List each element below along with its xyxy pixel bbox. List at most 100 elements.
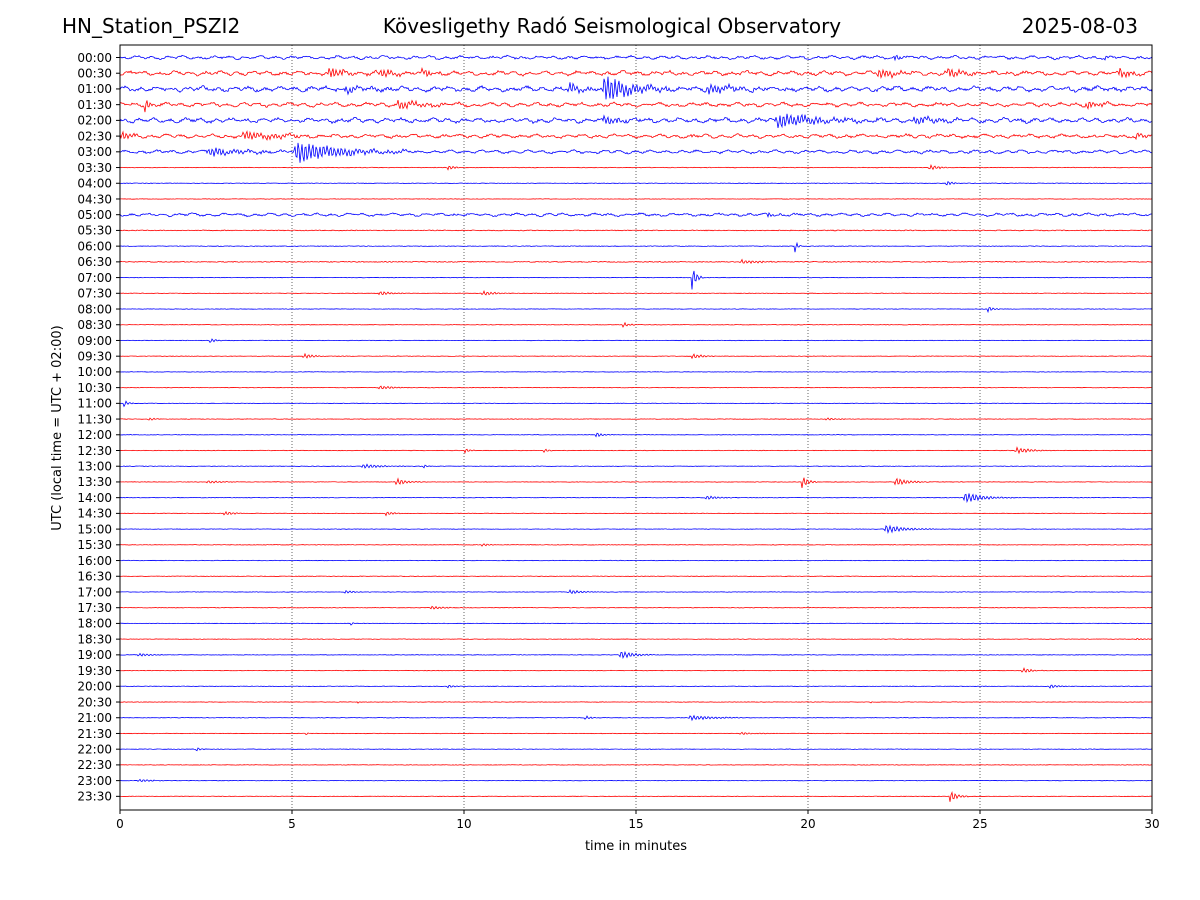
y-tick-label: 05:30 — [77, 224, 112, 238]
station-name: HN_Station_PSZI2 — [62, 14, 241, 38]
y-tick-label: 06:30 — [77, 255, 112, 269]
record-date: 2025-08-03 — [1021, 14, 1138, 38]
observatory-title: Kövesligethy Radó Seismological Observat… — [382, 14, 842, 38]
y-tick-label: 15:00 — [77, 522, 112, 536]
trace-2130 — [119, 731, 1153, 736]
trace-0630 — [119, 258, 1153, 265]
trace-1730 — [119, 605, 1153, 610]
trace-1830 — [119, 638, 1153, 641]
y-tick-label: 11:00 — [77, 397, 112, 411]
y-tick-label: 21:30 — [77, 727, 112, 741]
y-tick-label: 10:00 — [77, 365, 112, 379]
trace-1900 — [119, 650, 1153, 660]
y-tick-label: 03:30 — [77, 161, 112, 175]
x-tick-label: 0 — [116, 817, 124, 831]
trace-1500 — [119, 524, 1153, 535]
y-tick-label: 04:00 — [77, 177, 112, 191]
trace-1130 — [119, 417, 1153, 421]
y-tick-label: 05:00 — [77, 208, 112, 222]
y-tick-label: 09:00 — [77, 334, 112, 348]
y-tick-label: 06:00 — [77, 239, 112, 253]
trace-2100 — [119, 714, 1153, 722]
y-tick-label: 08:00 — [77, 302, 112, 316]
y-tick-label: 22:00 — [77, 742, 112, 756]
y-tick-label: 13:00 — [77, 460, 112, 474]
trace-2200 — [119, 747, 1153, 752]
trace-2030 — [119, 701, 1153, 704]
trace-0230 — [119, 130, 1153, 141]
trace-0500 — [119, 211, 1153, 218]
y-tick-label: 01:00 — [77, 82, 112, 96]
trace-0730 — [119, 289, 1153, 296]
y-tick-label: 17:00 — [77, 585, 112, 599]
trace-0000 — [119, 54, 1153, 62]
y-tick-label: 18:30 — [77, 632, 112, 646]
trace-0600 — [119, 241, 1153, 253]
trace-1400 — [119, 493, 1153, 504]
y-tick-label: 12:00 — [77, 428, 112, 442]
y-tick-label: 13:30 — [77, 475, 112, 489]
trace-1700 — [119, 589, 1153, 595]
y-tick-label: 12:30 — [77, 444, 112, 458]
y-tick-label: 14:30 — [77, 507, 112, 521]
x-axis-ticks: 0 5 10 15 20 25 30 — [116, 810, 1160, 831]
y-tick-label: 00:30 — [77, 67, 112, 81]
grid-lines — [291, 45, 981, 810]
y-tick-label: 01:30 — [77, 98, 112, 112]
trace-1530 — [119, 543, 1153, 547]
x-tick-label: 15 — [628, 817, 643, 831]
trace-0030 — [119, 67, 1153, 79]
y-tick-label: 19:00 — [77, 648, 112, 662]
trace-0200 — [119, 113, 1153, 129]
y-tick-label: 09:30 — [77, 349, 112, 363]
y-tick-label: 03:00 — [77, 145, 112, 159]
y-tick-label: 19:30 — [77, 664, 112, 678]
trace-1800 — [119, 622, 1153, 626]
trace-1330 — [119, 477, 1153, 488]
trace-0900 — [119, 338, 1153, 343]
y-tick-label: 02:00 — [77, 114, 112, 128]
trace-0400 — [119, 180, 1153, 186]
y-tick-label: 07:00 — [77, 271, 112, 285]
trace-2000 — [119, 684, 1153, 689]
trace-0700 — [119, 270, 1153, 290]
x-tick-label: 30 — [1144, 817, 1159, 831]
trace-1100 — [119, 400, 1153, 408]
y-tick-label: 20:30 — [77, 695, 112, 709]
y-tick-label: 23:00 — [77, 774, 112, 788]
y-tick-label: 22:30 — [77, 758, 112, 772]
y-tick-label: 11:30 — [77, 412, 112, 426]
y-tick-label: 02:30 — [77, 129, 112, 143]
y-axis-label: UTC (local time = UTC + 02:00) — [50, 325, 65, 530]
y-tick-label: 16:00 — [77, 554, 112, 568]
trace-0830 — [119, 321, 1153, 328]
trace-1200 — [119, 432, 1153, 438]
trace-2300 — [119, 778, 1153, 783]
trace-1030 — [119, 385, 1153, 390]
x-tick-label: 5 — [288, 817, 296, 831]
y-tick-label: 14:00 — [77, 491, 112, 505]
y-tick-label: 08:30 — [77, 318, 112, 332]
y-tick-label: 00:00 — [77, 51, 112, 65]
y-tick-label: 20:00 — [77, 680, 112, 694]
trace-0100 — [119, 76, 1153, 100]
trace-1930 — [119, 667, 1153, 673]
trace-0800 — [119, 306, 1153, 314]
trace-2330 — [119, 791, 1153, 802]
y-tick-label: 16:30 — [77, 570, 112, 584]
x-axis-label: time in minutes — [585, 839, 687, 854]
y-tick-label: 21:00 — [77, 711, 112, 725]
trace-1430 — [119, 510, 1153, 517]
x-tick-label: 10 — [456, 817, 471, 831]
trace-1230 — [119, 446, 1153, 455]
x-tick-label: 20 — [800, 817, 815, 831]
y-tick-label: 23:30 — [77, 790, 112, 804]
y-tick-label: 04:30 — [77, 192, 112, 206]
trace-0130 — [119, 99, 1153, 113]
trace-0300 — [119, 142, 1153, 163]
trace-1300 — [119, 463, 1153, 469]
x-tick-label: 25 — [972, 817, 987, 831]
trace-0330 — [119, 164, 1153, 171]
